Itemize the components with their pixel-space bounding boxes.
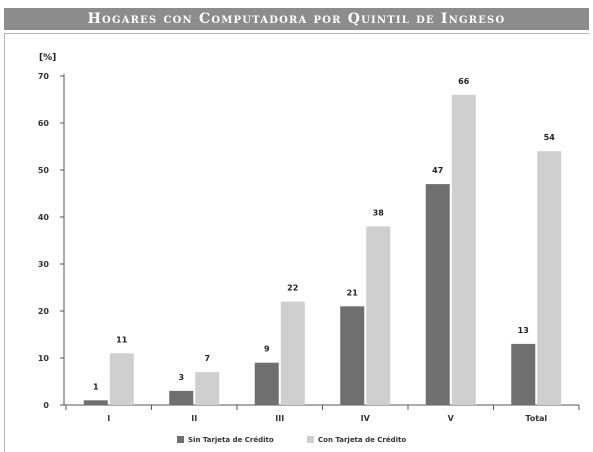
bar-sin-tarjeta	[254, 362, 279, 405]
bar-sin-tarjeta	[169, 390, 194, 405]
bar-sin-tarjeta	[83, 400, 108, 405]
y-tick-label: 40	[38, 213, 50, 222]
y-tick-label: 20	[38, 307, 50, 316]
y-tick-label: 50	[38, 166, 50, 175]
x-tick-label: II	[191, 414, 197, 423]
bar-con-tarjeta-value-label: 66	[458, 77, 470, 86]
bar-sin-tarjeta-value-label: 13	[518, 326, 529, 335]
bar-sin-tarjeta	[340, 306, 365, 405]
x-tick-label: I	[107, 414, 110, 423]
bar-sin-tarjeta-value-label: 21	[347, 288, 359, 297]
bar-con-tarjeta	[537, 151, 562, 405]
bar-con-tarjeta-value-label: 38	[373, 208, 385, 217]
chart-title-bar: Hogares con Computadora por Quintil de I…	[4, 8, 589, 30]
chart-title: Hogares con Computadora por Quintil de I…	[87, 11, 506, 27]
frame-left-rule	[4, 33, 5, 452]
y-axis-unit-label: [%]	[39, 53, 56, 63]
legend-label-con-tarjeta: Con Tarjeta de Crédito	[318, 436, 406, 444]
bar-con-tarjeta	[280, 301, 305, 405]
bar-con-tarjeta	[366, 226, 391, 405]
x-tick-label: IV	[361, 414, 371, 423]
y-tick-label: 30	[38, 260, 50, 269]
bar-sin-tarjeta	[425, 184, 450, 405]
y-tick-label: 0	[43, 401, 49, 410]
bar-sin-tarjeta-value-label: 9	[264, 345, 270, 354]
x-tick-label: V	[448, 414, 455, 423]
y-tick-label: 10	[38, 354, 50, 363]
legend-swatch-sin-tarjeta	[177, 436, 184, 443]
legend-swatch-con-tarjeta	[307, 436, 314, 443]
x-tick-label: III	[275, 414, 284, 423]
bar-con-tarjeta-value-label: 11	[116, 335, 128, 344]
bar-sin-tarjeta-value-label: 1	[93, 382, 99, 391]
bar-sin-tarjeta-value-label: 47	[432, 166, 443, 175]
bar-con-tarjeta	[109, 353, 134, 405]
bar-con-tarjeta-value-label: 54	[544, 133, 556, 142]
legend-label-sin-tarjeta: Sin Tarjeta de Crédito	[188, 436, 274, 444]
bar-sin-tarjeta-value-label: 3	[178, 373, 184, 382]
bar-sin-tarjeta	[511, 343, 536, 405]
bar-con-tarjeta-value-label: 22	[287, 284, 298, 293]
frame-top-rule	[4, 33, 589, 34]
bar-con-tarjeta	[195, 372, 220, 405]
x-tick-label: Total	[525, 414, 547, 423]
bar-con-tarjeta-value-label: 7	[204, 354, 210, 363]
bar-con-tarjeta	[451, 94, 476, 406]
y-tick-label: 60	[38, 119, 50, 128]
y-tick-label: 70	[38, 72, 50, 81]
